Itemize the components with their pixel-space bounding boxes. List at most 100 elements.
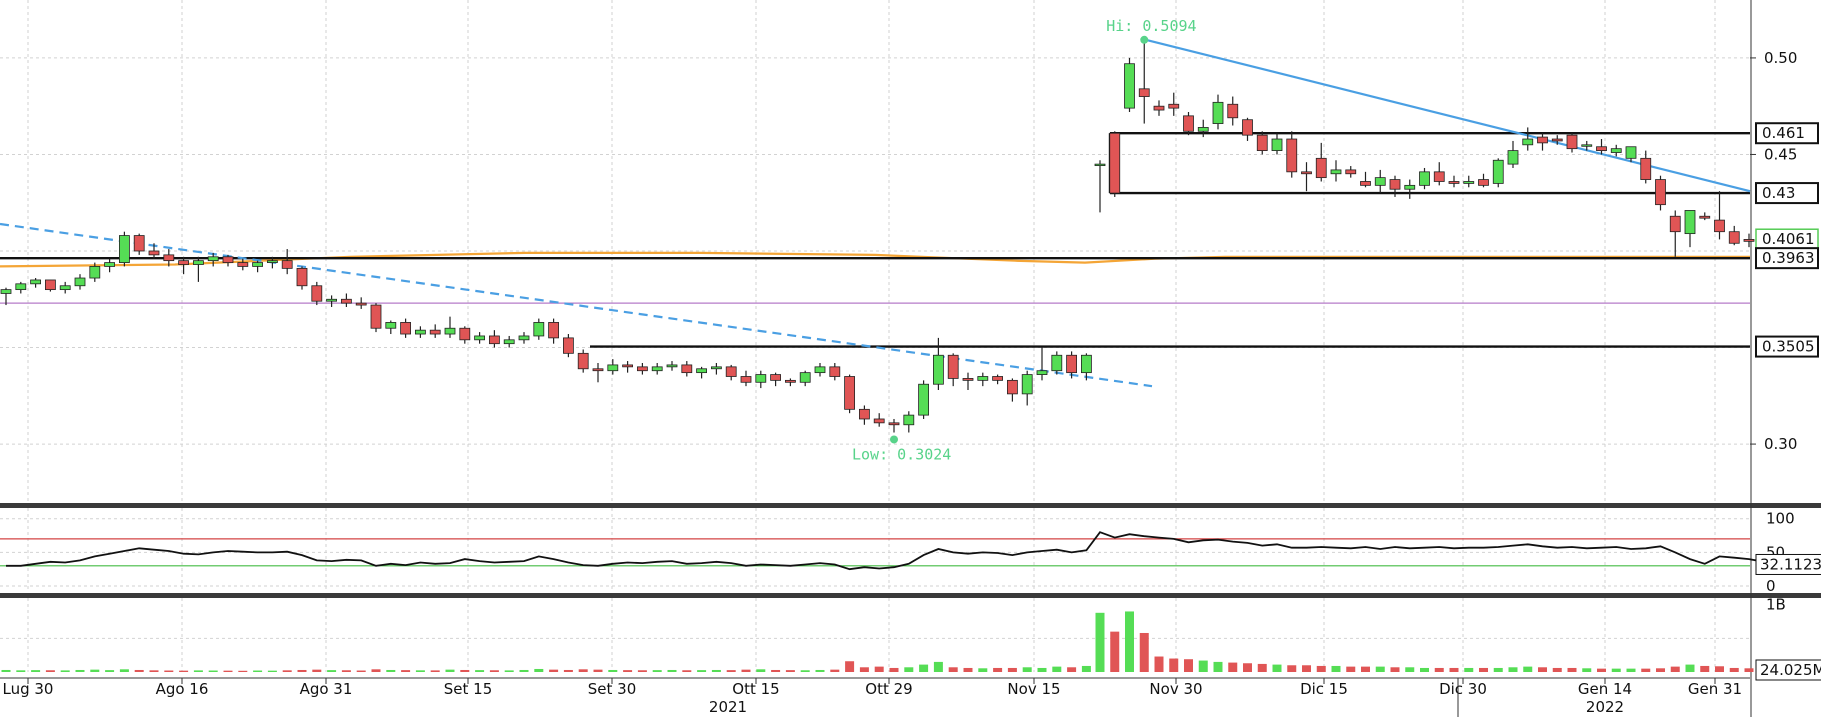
volume-bar xyxy=(60,670,70,672)
candle-body xyxy=(1596,146,1607,152)
candle xyxy=(903,411,915,433)
candle xyxy=(1138,40,1150,124)
candle-body xyxy=(592,368,604,372)
volume-bar xyxy=(16,670,26,672)
candle xyxy=(474,332,486,344)
candle-body xyxy=(414,329,426,335)
candle xyxy=(933,337,944,391)
volume-bar xyxy=(1656,668,1665,672)
volume-bar xyxy=(519,669,529,672)
candle-body xyxy=(163,254,175,262)
volume-bar xyxy=(1420,667,1429,672)
candle xyxy=(577,349,589,373)
level-tag-box xyxy=(1755,335,1819,358)
candle-body xyxy=(133,235,145,252)
candle xyxy=(1404,179,1416,199)
candle xyxy=(711,362,722,375)
volume-bar xyxy=(1,669,11,672)
x-tick-label: Nov 30 xyxy=(1149,680,1202,698)
candle-body xyxy=(666,364,678,368)
candle xyxy=(1109,131,1121,197)
candle xyxy=(1227,96,1239,126)
volume-bar xyxy=(460,669,470,672)
candle xyxy=(104,258,115,273)
volume-bar xyxy=(563,669,573,672)
candle-body xyxy=(1286,138,1298,173)
candle xyxy=(1081,353,1092,381)
volume-bar xyxy=(1081,665,1091,672)
candle xyxy=(651,362,663,375)
volume-bar xyxy=(682,670,692,672)
volume-bar xyxy=(1390,667,1400,672)
candle-body xyxy=(311,285,323,302)
candle-body xyxy=(1728,231,1740,244)
candle-body xyxy=(1315,157,1327,179)
candle xyxy=(1389,175,1401,197)
volume-bar xyxy=(993,667,1003,672)
candle xyxy=(59,281,71,294)
volume-bar xyxy=(1228,662,1238,672)
candle-body xyxy=(1109,132,1121,194)
x-tick-label: Nov 15 xyxy=(1007,680,1060,698)
volume-bar xyxy=(430,670,440,672)
candle xyxy=(326,295,338,307)
candle xyxy=(1345,166,1357,178)
level-tag-label: 0.3505 xyxy=(1762,338,1815,356)
candle xyxy=(74,274,86,290)
candle-body xyxy=(533,322,545,337)
volume-bar xyxy=(1331,665,1341,672)
volume-bar xyxy=(1139,632,1149,672)
candle-body xyxy=(222,256,234,263)
candle xyxy=(503,335,515,348)
candle-body xyxy=(888,422,900,426)
candle xyxy=(133,233,145,255)
volume-bar xyxy=(1434,667,1444,672)
level-tag-label: 0.461 xyxy=(1762,124,1805,142)
candle-body xyxy=(503,339,515,345)
volume-bar xyxy=(948,667,958,672)
candle-body xyxy=(1168,103,1180,109)
volume-bar xyxy=(90,669,100,672)
candle-body xyxy=(400,322,412,335)
candle xyxy=(1640,150,1652,184)
candle xyxy=(1537,133,1548,151)
volume-bar xyxy=(1685,664,1695,672)
candle-body xyxy=(1227,103,1239,119)
volume-bar xyxy=(1449,667,1459,672)
candle-body xyxy=(844,376,855,410)
candle-body xyxy=(1345,169,1357,175)
volume-bar xyxy=(889,667,899,672)
candle-body xyxy=(873,418,885,424)
candle xyxy=(178,256,190,275)
candle-body xyxy=(296,267,308,287)
rsi-last-tag-label: 32.1123 xyxy=(1760,555,1821,573)
volume-bar xyxy=(1169,658,1179,672)
candle-body xyxy=(1301,171,1312,175)
candle-body xyxy=(1197,127,1209,132)
volume-bar xyxy=(253,670,263,672)
candle-body xyxy=(1138,88,1150,97)
candle xyxy=(89,262,101,282)
candle-body xyxy=(1566,134,1578,150)
volume-bar xyxy=(874,666,884,672)
candle-body xyxy=(696,368,707,374)
candle-body xyxy=(518,335,530,341)
x-tick-label: Lug 30 xyxy=(3,680,54,698)
volume-bar xyxy=(1626,668,1636,672)
volume-bar xyxy=(963,667,973,672)
candle xyxy=(370,303,382,333)
candle xyxy=(696,366,707,379)
candle-body xyxy=(1094,163,1106,167)
volume-bar xyxy=(1700,665,1710,672)
level-tag: 0.43 xyxy=(1755,182,1819,205)
candle xyxy=(1197,119,1209,138)
candle xyxy=(548,318,559,344)
candle-body xyxy=(622,364,633,368)
candle-body xyxy=(651,366,663,372)
candle xyxy=(1153,100,1165,116)
candle-body xyxy=(1242,119,1253,136)
candle-body xyxy=(488,335,500,345)
candle-body xyxy=(444,327,456,335)
candle xyxy=(1021,370,1033,406)
